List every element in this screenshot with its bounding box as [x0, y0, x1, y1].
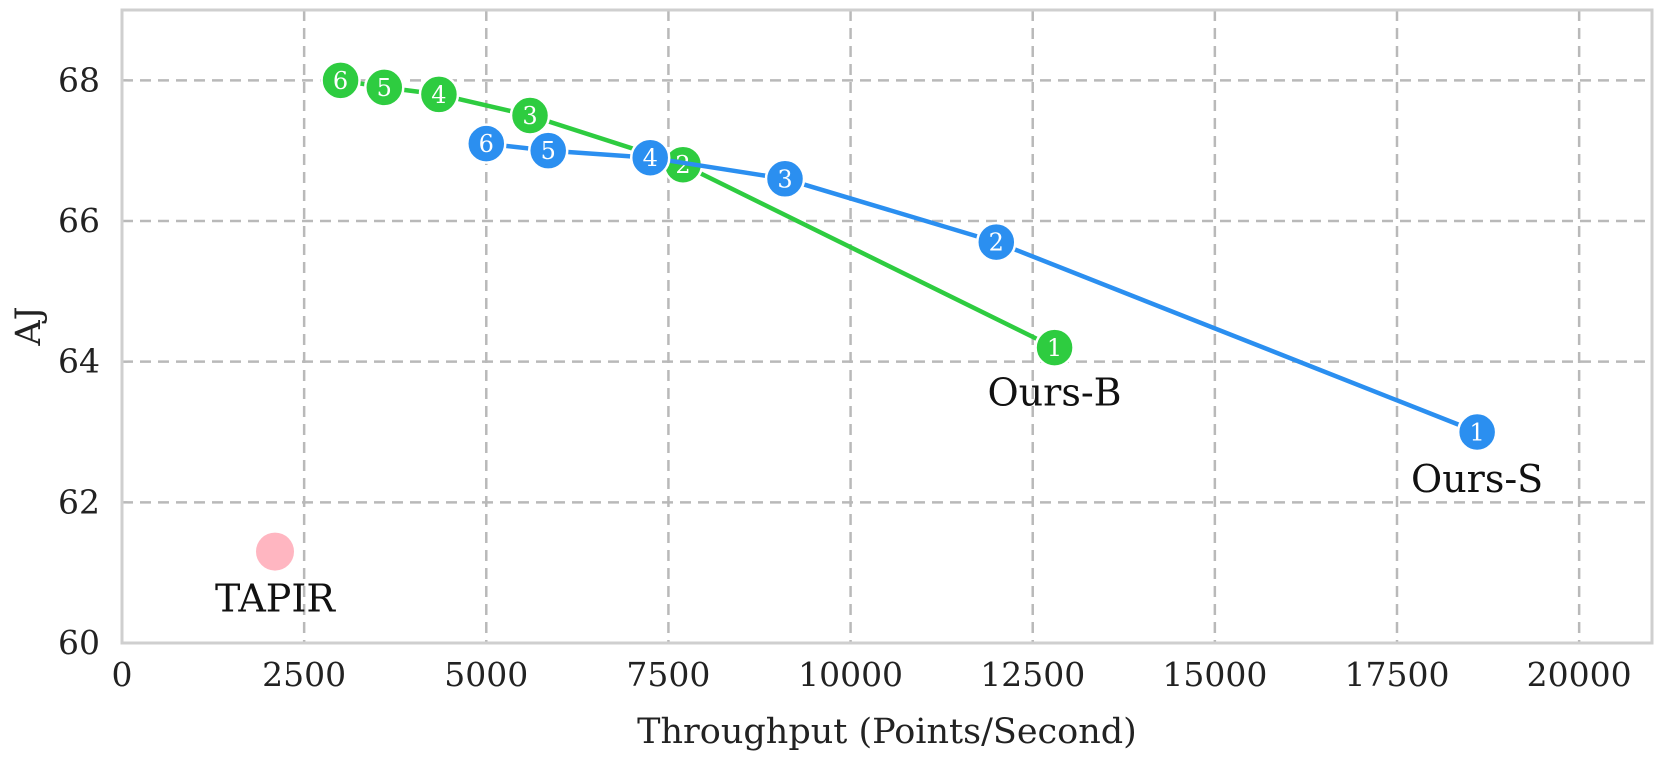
- x-tick-label: 5000: [444, 655, 528, 694]
- plot-frame: [120, 8, 1654, 645]
- data-point: [527, 130, 569, 171]
- x-tick-label: 0: [112, 655, 133, 694]
- y-axis-title: AJ: [9, 306, 49, 346]
- data-point: [976, 221, 1017, 263]
- series-layer: 1 2 3 4 5 6 1 2 3 4 5 6: [256, 60, 1498, 571]
- data-point: [418, 74, 460, 115]
- series-ours-s: 1 2 3 4 5 6: [466, 123, 1498, 453]
- data-point: [466, 123, 507, 164]
- data-point: [629, 137, 671, 178]
- data-point-label: 5: [377, 74, 392, 102]
- x-tick-label: 15000: [1162, 655, 1267, 694]
- series-name-label: TAPIR: [215, 577, 336, 621]
- x-tick-label: 17500: [1345, 655, 1450, 694]
- data-point-label: 2: [675, 151, 690, 179]
- x-tick-label: 20000: [1527, 655, 1632, 694]
- data-point-label: 6: [333, 67, 348, 95]
- y-tick-label: 68: [58, 60, 100, 99]
- data-point-label: 6: [479, 130, 494, 158]
- series-name-label: Ours-B: [988, 371, 1122, 415]
- data-point-label: 1: [1047, 334, 1062, 362]
- series-name-label: Ours-S: [1411, 457, 1543, 501]
- data-point-label: 4: [643, 144, 658, 172]
- data-point: [320, 60, 361, 101]
- data-point-label: 3: [522, 102, 537, 130]
- y-tick-label: 64: [58, 342, 100, 381]
- data-point-label: 2: [989, 229, 1004, 257]
- x-tick-label: 12500: [980, 655, 1085, 694]
- data-point: [256, 532, 294, 571]
- data-point-label: 5: [541, 137, 556, 165]
- x-tick-label: 2500: [262, 655, 346, 694]
- data-point: [764, 158, 806, 200]
- y-tick-label: 66: [58, 201, 100, 240]
- x-tick-label: 7500: [626, 655, 710, 694]
- data-point-label: 1: [1470, 419, 1485, 447]
- x-axis-title: Throughput (Points/Second): [637, 712, 1137, 752]
- data-point-label: 4: [431, 81, 446, 109]
- data-point: [1034, 327, 1075, 368]
- grid-layer: [122, 10, 1652, 643]
- y-tick-label: 62: [58, 482, 100, 521]
- data-point: [364, 67, 405, 108]
- series-line: [340, 78, 1056, 350]
- data-point: [509, 95, 551, 136]
- x-tick-labels: 0 2500 5000 7500 10000 12500 15000 17500 20000: [112, 655, 1632, 694]
- series-ours-b: 1 2 3 4 5 6: [320, 60, 1075, 368]
- y-tick-label: 60: [58, 623, 100, 662]
- y-tick-labels: 60 62 64 66 68: [58, 60, 100, 662]
- series-tapir: [256, 532, 294, 571]
- data-point-label: 3: [777, 165, 792, 193]
- series-line: [486, 141, 1478, 435]
- series-labels: Ours-B Ours-S TAPIR: [215, 371, 1543, 621]
- x-tick-label: 10000: [798, 655, 903, 694]
- data-point: [1456, 411, 1498, 453]
